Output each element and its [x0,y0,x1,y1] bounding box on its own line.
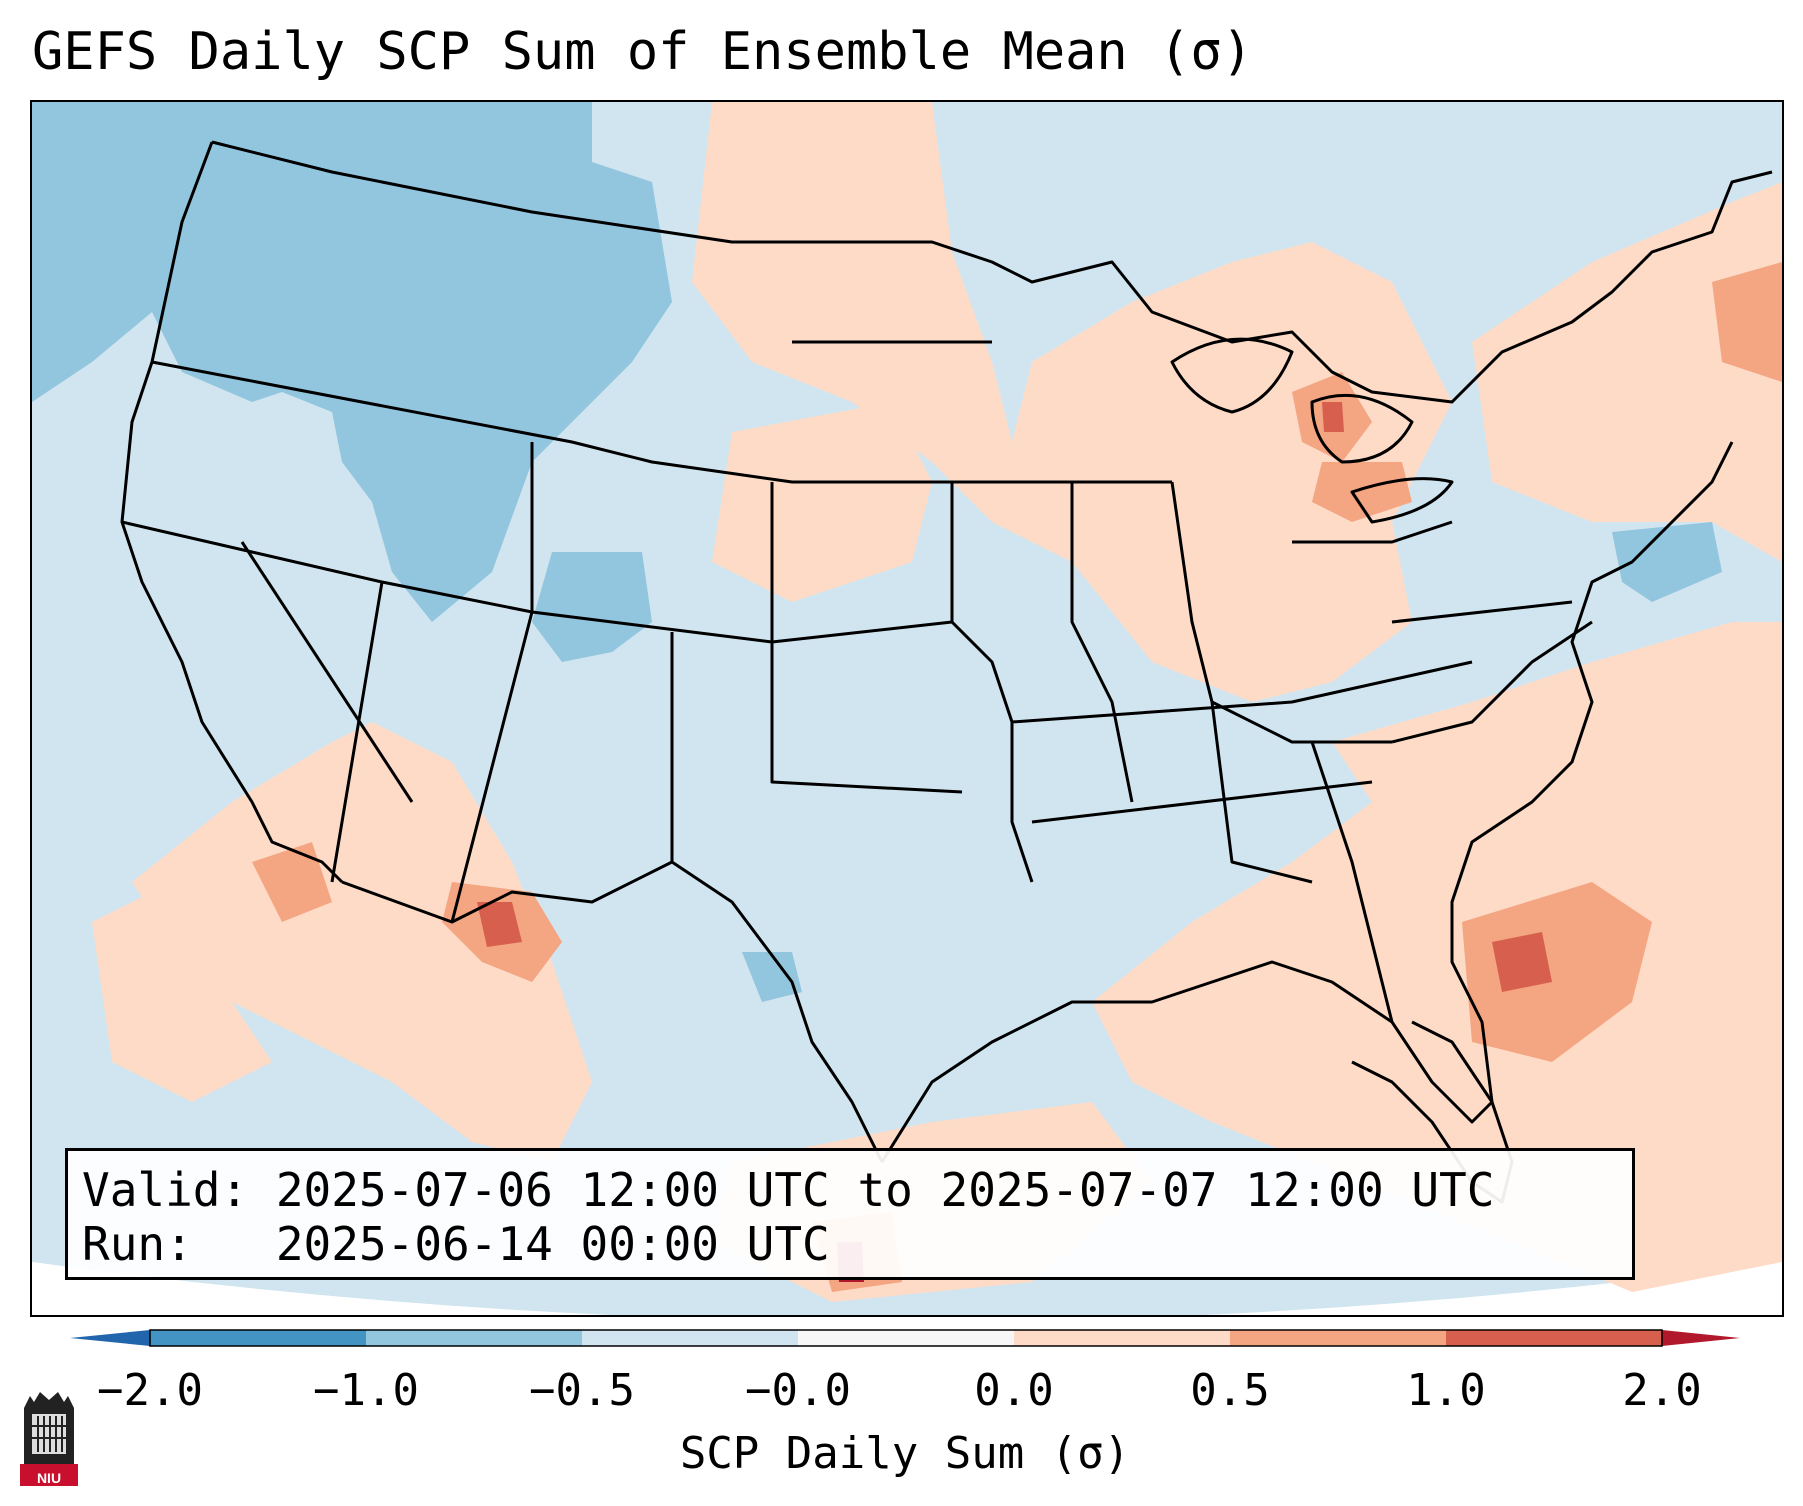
niu-logo-text: NIU [36,1470,62,1486]
colorbar-extend-low [70,1330,150,1346]
negative-anomaly-areas [32,102,1722,1002]
north-plains-positive [692,102,1452,702]
colorbar-extend-high [1662,1330,1740,1346]
ohio-strong-positive [1312,462,1412,522]
texas-negative-area [742,952,802,1002]
us-canada-border [211,140,1773,404]
map-panel [30,100,1784,1317]
valid-time-line: Valid: 2025-07-06 12:00 UTC to 2025-07-0… [82,1163,1495,1217]
map-canvas [32,102,1782,1315]
colorbar-tick-3: −0.0 [745,1365,851,1416]
run-time-line: Run: 2025-06-14 00:00 UTC [82,1217,830,1271]
upper-plains-positive [712,402,932,602]
colorbar-bin-0-05 [1014,1330,1230,1346]
newengland-strong-positive [1712,262,1782,382]
arizona-peak [477,902,522,947]
southwest-positive [132,722,592,1162]
colorbar-bin-neg05-0 [582,1330,798,1346]
validity-info-box: Valid: 2025-07-06 12:00 UTC to 2025-07-0… [65,1148,1635,1280]
chart-title: GEFS Daily SCP Sum of Ensemble Mean (σ) [32,22,1253,82]
colorbar-tick-1: −1.0 [313,1365,419,1416]
gulf-coast [880,441,1734,1163]
colorbar-tick-5: 0.5 [1190,1365,1270,1416]
colorbar-tick-6: 1.0 [1406,1365,1486,1416]
colorbar-tick-7: 2.0 [1622,1365,1702,1416]
niu-logo-icon [20,1392,78,1486]
atlantic-negative-area [1612,522,1722,602]
northeast-positive [1472,182,1782,562]
colorbar-outline [149,1329,1663,1347]
colorbar [70,1329,1740,1347]
southeast-atlantic-positive [1092,622,1782,1292]
colorbar-bin-zero [798,1330,1014,1346]
state-lines-west [121,340,1172,923]
us-mexico-border [341,860,884,1163]
colorbar-bin-05-1 [1230,1330,1446,1346]
colorbar-tick-0: −2.0 [97,1365,203,1416]
florida-offshore-strong-positive [1462,882,1652,1062]
colorbar-tick-2: −0.5 [529,1365,635,1416]
mexico-strong-positive [252,842,332,922]
borders [120,140,1773,1204]
outside-domain [32,1262,1782,1315]
state-lines-east [950,481,1593,1023]
florida-offshore-peak [1492,932,1552,992]
colorbar-bin-neg2-neg1 [150,1330,366,1346]
colorado-negative-area [532,552,652,662]
mexico-positive [92,882,272,1102]
colorbar-bin-neg1-neg05 [366,1330,582,1346]
michigan-peak [1322,402,1344,432]
pnw-negative-area [32,102,672,622]
colorbar-bin-1-2 [1446,1330,1662,1346]
great-lakes [1170,337,1454,524]
colorbar-tick-4: 0.0 [974,1365,1054,1416]
west-coast [120,141,344,884]
colorbar-label: SCP Daily Sum (σ) [679,1428,1131,1479]
